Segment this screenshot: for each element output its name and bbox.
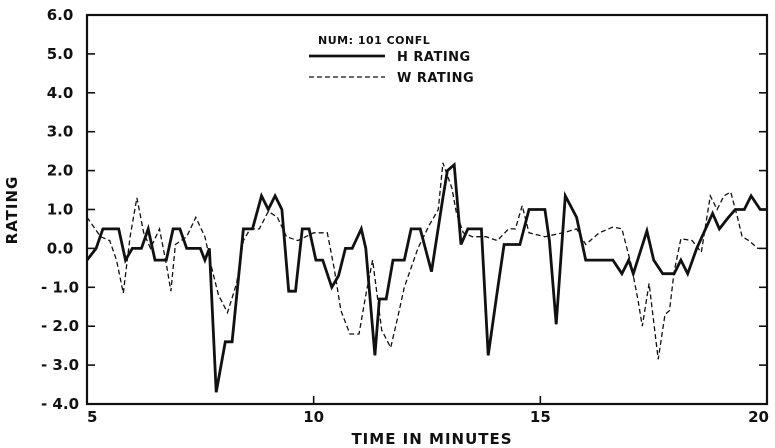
x-tick-label: 10 (303, 408, 324, 426)
y-tick-label: 4.0 (47, 84, 74, 102)
y-tick-label: - 3.0 (41, 356, 79, 374)
y-tick-label: - 1.0 (41, 278, 79, 296)
series-line-w-rating (86, 162, 767, 360)
y-tick-label: 0.0 (47, 239, 74, 257)
y-tick-label: 5.0 (47, 45, 74, 63)
y-tick-label: - 2.0 (41, 317, 79, 335)
y-axis-title: RATING (3, 176, 21, 245)
legend-heading: NUM: 101 CONFL (318, 34, 430, 47)
y-tick-label: - 4.0 (41, 395, 79, 413)
y-tick-label: 2.0 (47, 162, 74, 180)
y-tick-label: 3.0 (47, 123, 74, 141)
x-tick-label: 15 (530, 408, 551, 426)
series-line-h-rating (85, 161, 767, 393)
x-axis-title: TIME IN MINUTES (351, 430, 512, 448)
x-axis-ticks: 5 10 15 20 (86, 396, 769, 426)
legend: NUM: 101 CONFL H RATING W RATING (309, 34, 474, 86)
series-layer (85, 161, 767, 393)
plot-frame (85, 13, 769, 406)
y-tick-label: 1.0 (47, 201, 74, 219)
y-axis-ticks: - 4.0 - 3.0 - 2.0 - 1.0 0.0 1.0 2.0 3.0 4.0 5.0 6.… (41, 6, 767, 413)
x-tick-label: 5 (87, 408, 97, 426)
legend-label-h-rating: H RATING (397, 50, 471, 65)
y-tick-label: 6.0 (47, 6, 74, 24)
legend-label-w-rating: W RATING (397, 71, 474, 86)
x-tick-label: 20 (748, 408, 769, 426)
